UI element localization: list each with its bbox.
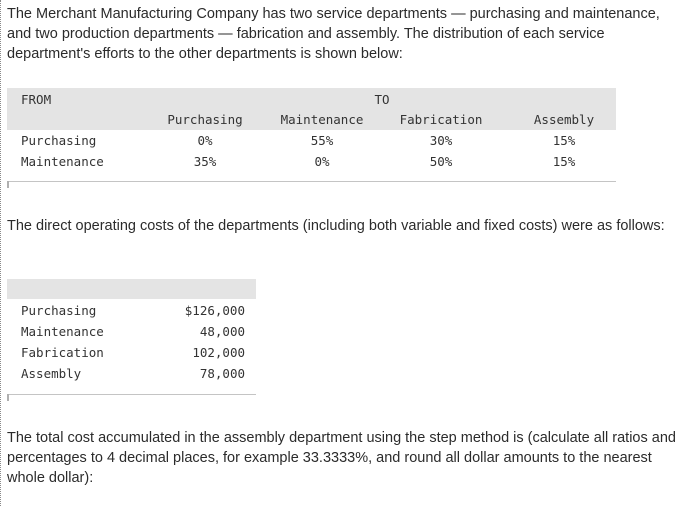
question-paragraph: The total cost accumulated in the assemb… (7, 430, 676, 486)
cell-maintenance-assembly: 15% (552, 154, 576, 169)
row-label-maintenance: Maintenance (21, 154, 104, 169)
intro-paragraph: The Merchant Manufacturing Company has t… (7, 6, 660, 62)
cell-maintenance-purchasing: 35% (193, 154, 217, 169)
column-header-fabrication: Fabrication (399, 112, 483, 127)
column-header-assembly: Assembly (533, 112, 595, 127)
cell-purchasing-purchasing: 0% (197, 133, 213, 148)
cell-purchasing-assembly: 15% (552, 133, 576, 148)
cost-label-assembly: Assembly (21, 366, 82, 381)
row-label-purchasing: Purchasing (21, 133, 97, 148)
to-label: TO (374, 92, 390, 107)
cost-value-purchasing: $126,000 (184, 303, 245, 318)
costs-table-header-shade (7, 279, 256, 299)
cost-label-fabrication: Fabrication (21, 345, 104, 360)
cost-value-fabrication: 102,000 (192, 345, 245, 360)
column-header-maintenance: Maintenance (280, 112, 364, 127)
cost-label-maintenance: Maintenance (21, 324, 104, 339)
cell-maintenance-fabrication: 50% (429, 154, 453, 169)
costs-table-bottom-rule (7, 394, 256, 401)
costs-intro-paragraph: The direct operating costs of the depart… (7, 218, 665, 234)
cost-value-assembly: 78,000 (199, 366, 245, 381)
cost-value-maintenance: 48,000 (199, 324, 245, 339)
column-header-purchasing: Purchasing (167, 112, 243, 127)
distribution-table-bottom-rule (7, 181, 616, 188)
left-dotted-border (0, 0, 1, 506)
from-label: FROM (21, 92, 52, 107)
cell-purchasing-fabrication: 30% (429, 133, 453, 148)
distribution-table-header-shade (7, 88, 616, 130)
cell-purchasing-maintenance: 55% (310, 133, 334, 148)
cost-label-purchasing: Purchasing (21, 303, 97, 318)
cell-maintenance-maintenance: 0% (314, 154, 330, 169)
